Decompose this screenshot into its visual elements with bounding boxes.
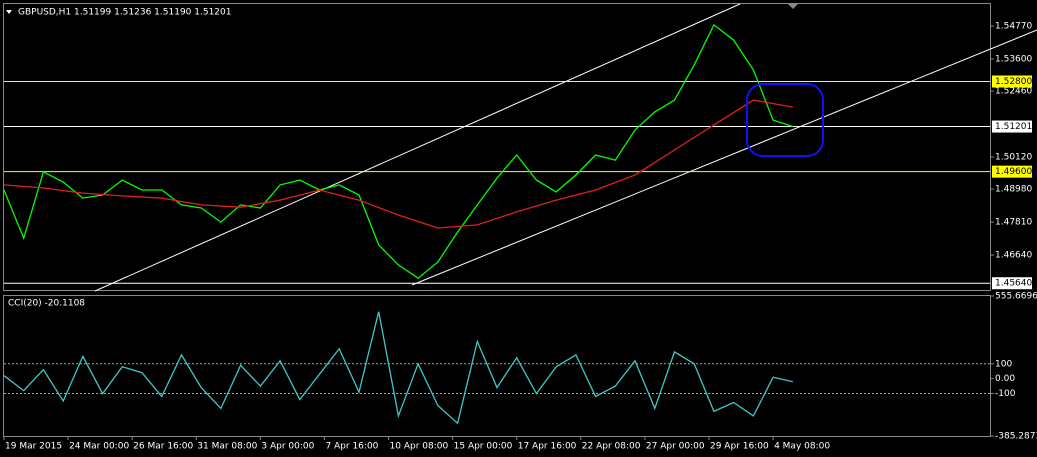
- series-line: [3, 99, 793, 229]
- price-label: 1.52800: [995, 77, 1032, 87]
- y-tick-label: 1.53600: [995, 54, 1032, 64]
- x-tick-label: 31 Mar 08:00: [197, 442, 257, 452]
- shift-marker: [788, 4, 798, 9]
- y-tick-label: -100: [995, 389, 1016, 399]
- price-label-bg: [992, 75, 1032, 88]
- y-tick-label: 1.50120: [995, 153, 1032, 163]
- y-tick-label: 555.6696: [995, 292, 1037, 302]
- x-tick-label: 3 Apr 00:00: [261, 442, 314, 452]
- price-label-bg: [992, 277, 1032, 290]
- price-label-bg: [992, 120, 1032, 133]
- y-tick-label: 1.47810: [995, 218, 1032, 228]
- x-tick-label: 4 May 08:00: [774, 442, 830, 452]
- price-label: 1.45640: [995, 279, 1032, 289]
- price-label-bg: [992, 165, 1032, 178]
- x-tick-label: 22 Apr 08:00: [582, 442, 641, 452]
- plots: 1.54770 1.53600 1.52460 1.50120 1.48980 1.478…: [3, 21, 1037, 452]
- y-tick-label: 0.00: [995, 374, 1015, 384]
- x-tick-label: 7 Apr 16:00: [325, 442, 378, 452]
- y-tick-label: -385.2873: [995, 432, 1037, 442]
- cci-title: CCI(20) -20.1108: [8, 299, 85, 309]
- x-tick-label: 27 Apr 00:00: [646, 442, 705, 452]
- x-tick-label: 17 Apr 16:00: [518, 442, 577, 452]
- menu-arrow: [6, 10, 12, 14]
- y-tick-label: 1.52460: [995, 87, 1032, 97]
- y-tick-label: 1.54770: [995, 21, 1032, 31]
- series-line: [3, 311, 793, 425]
- price-panel: [3, 3, 991, 291]
- chart-title: GBPUSD,H1 1.51199 1.51236 1.51190 1.5120…: [18, 8, 231, 18]
- x-tick-label: 29 Apr 16:00: [710, 442, 769, 452]
- series-line: [3, 23, 794, 280]
- x-tick-label: 26 Mar 16:00: [133, 442, 193, 452]
- price-label: 1.49600: [995, 167, 1032, 177]
- x-tick-label: 10 Apr 08:00: [390, 442, 449, 452]
- y-tick-label: 1.48980: [995, 185, 1032, 195]
- price-label: 1.51201: [995, 122, 1032, 132]
- y-tick-label: 100: [995, 359, 1012, 369]
- x-tick-label: 15 Apr 00:00: [454, 442, 513, 452]
- y-tick-label: 1.46640: [995, 251, 1032, 261]
- x-tick-label: 19 Mar 2015: [5, 442, 62, 452]
- highlight-circle: [746, 83, 824, 157]
- cci-panel: [3, 295, 991, 437]
- channel-upper: [94, 3, 741, 292]
- channel-lower: [411, 29, 1037, 286]
- x-tick-label: 24 Mar 00:00: [69, 442, 129, 452]
